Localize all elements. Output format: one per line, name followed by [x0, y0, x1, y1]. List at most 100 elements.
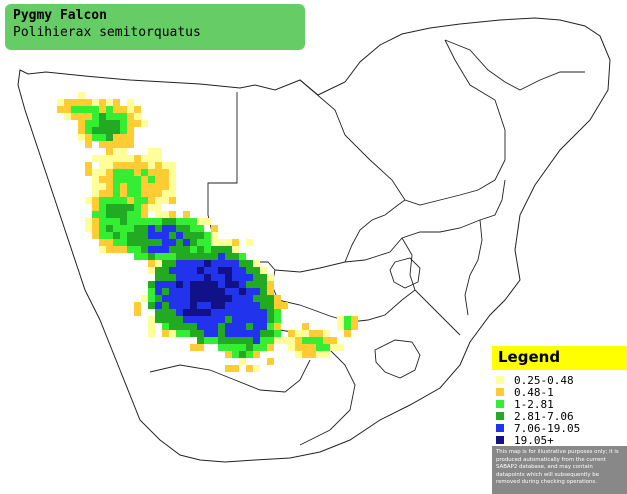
grid-cell [155, 162, 162, 169]
grid-cell [162, 225, 169, 232]
grid-cell [162, 218, 169, 225]
grid-cell [71, 113, 78, 120]
grid-cell [253, 260, 260, 267]
species-scientific-name: Polihierax semitorquatus [13, 25, 201, 40]
grid-cell [57, 106, 64, 113]
grid-cell [246, 267, 253, 274]
grid-cell [204, 330, 211, 337]
species-title-box: Pygmy Falcon Polihierax semitorquatus [5, 4, 305, 50]
grid-cell [190, 330, 197, 337]
grid-cell [155, 183, 162, 190]
grid-cell [239, 302, 246, 309]
grid-cell [141, 295, 148, 302]
grid-cell [232, 281, 239, 288]
grid-cell [127, 113, 134, 120]
grid-cell [204, 246, 211, 253]
grid-cell [246, 302, 253, 309]
grid-cell [253, 344, 260, 351]
grid-cell [155, 239, 162, 246]
grid-cell [155, 288, 162, 295]
grid-cell [141, 190, 148, 197]
grid-cell [113, 155, 120, 162]
grid-cell [141, 169, 148, 176]
grid-cell [246, 323, 253, 330]
grid-cell [204, 260, 211, 267]
grid-cell [239, 295, 246, 302]
grid-cell [260, 330, 267, 337]
grid-cell [92, 183, 99, 190]
grid-cell [176, 232, 183, 239]
grid-cell [183, 253, 190, 260]
grid-cell [113, 183, 120, 190]
grid-cell [274, 337, 281, 344]
grid-cell [113, 239, 120, 246]
grid-cell [113, 197, 120, 204]
grid-cell [211, 323, 218, 330]
grid-cell [113, 211, 120, 218]
grid-cell [274, 295, 281, 302]
grid-cell [274, 302, 281, 309]
grid-cell [295, 351, 302, 358]
grid-cell [197, 309, 204, 316]
grid-cell [302, 344, 309, 351]
grid-cell [120, 106, 127, 113]
grid-cell [162, 246, 169, 253]
grid-cell [190, 274, 197, 281]
grid-cell [183, 295, 190, 302]
legend-swatch [496, 388, 504, 396]
grid-cell [190, 246, 197, 253]
grid-cell [120, 162, 127, 169]
grid-cell [190, 253, 197, 260]
grid-cell [239, 316, 246, 323]
grid-cell [148, 267, 155, 274]
grid-cell [232, 288, 239, 295]
grid-cell [316, 330, 323, 337]
grid-cell [246, 351, 253, 358]
grid-cell [183, 239, 190, 246]
grid-cell [267, 323, 274, 330]
grid-cell [225, 337, 232, 344]
grid-cell [78, 134, 85, 141]
grid-cell [190, 281, 197, 288]
grid-cell [169, 232, 176, 239]
grid-cell [162, 169, 169, 176]
grid-cell [120, 127, 127, 134]
legend-row: 7.06-19.05 [494, 422, 624, 435]
grid-cell [246, 316, 253, 323]
grid-cell [218, 302, 225, 309]
grid-cell [127, 141, 134, 148]
grid-cell [162, 316, 169, 323]
grid-cell [127, 225, 134, 232]
grid-cell [225, 246, 232, 253]
grid-cell [211, 239, 218, 246]
grid-cell [155, 253, 162, 260]
grid-cell [204, 281, 211, 288]
grid-cell [253, 323, 260, 330]
grid-cell [239, 260, 246, 267]
grid-cell [176, 253, 183, 260]
grid-cell [183, 288, 190, 295]
grid-cell [204, 218, 211, 225]
grid-cell [99, 134, 106, 141]
grid-cell [169, 218, 176, 225]
grid-cell [176, 323, 183, 330]
grid-cell [218, 281, 225, 288]
grid-cell [260, 295, 267, 302]
grid-cell [218, 330, 225, 337]
grid-cell [211, 295, 218, 302]
grid-cell [141, 246, 148, 253]
grid-cell [183, 281, 190, 288]
grid-cell [99, 106, 106, 113]
grid-cell [169, 281, 176, 288]
grid-cell [232, 260, 239, 267]
grid-cell [225, 302, 232, 309]
grid-cell [106, 211, 113, 218]
grid-cell [218, 316, 225, 323]
grid-cell [232, 351, 239, 358]
grid-cell [190, 316, 197, 323]
grid-cell [106, 190, 113, 197]
grid-cell [204, 309, 211, 316]
grid-cell [162, 330, 169, 337]
grid-cell [141, 232, 148, 239]
grid-cell [99, 141, 106, 148]
